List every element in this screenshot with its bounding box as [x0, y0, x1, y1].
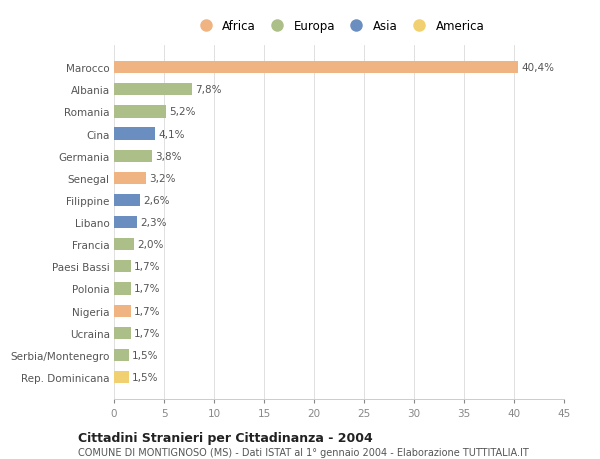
Bar: [114, 305, 131, 317]
Bar: [114, 128, 155, 140]
Text: 5,2%: 5,2%: [169, 107, 196, 117]
Text: 3,2%: 3,2%: [149, 174, 176, 184]
Bar: [114, 106, 166, 118]
Text: Cittadini Stranieri per Cittadinanza - 2004: Cittadini Stranieri per Cittadinanza - 2…: [78, 431, 373, 444]
Text: 1,7%: 1,7%: [134, 262, 161, 272]
Bar: [114, 261, 131, 273]
Text: 2,3%: 2,3%: [140, 218, 167, 228]
Text: 1,7%: 1,7%: [134, 284, 161, 294]
Text: 2,0%: 2,0%: [137, 240, 163, 250]
Bar: [114, 239, 134, 251]
Bar: [114, 217, 137, 229]
Bar: [114, 327, 131, 339]
Text: 7,8%: 7,8%: [195, 85, 221, 95]
Bar: [114, 150, 152, 162]
Legend: Africa, Europa, Asia, America: Africa, Europa, Asia, America: [190, 17, 488, 36]
Text: 2,6%: 2,6%: [143, 196, 170, 206]
Bar: [114, 349, 129, 361]
Bar: [114, 371, 129, 383]
Text: 1,5%: 1,5%: [132, 372, 158, 382]
Bar: [114, 195, 140, 207]
Bar: [114, 62, 518, 74]
Text: 4,1%: 4,1%: [158, 129, 185, 139]
Text: 1,7%: 1,7%: [134, 306, 161, 316]
Bar: [114, 84, 192, 96]
Text: 40,4%: 40,4%: [521, 63, 554, 73]
Text: COMUNE DI MONTIGNOSO (MS) - Dati ISTAT al 1° gennaio 2004 - Elaborazione TUTTITA: COMUNE DI MONTIGNOSO (MS) - Dati ISTAT a…: [78, 448, 529, 458]
Text: 3,8%: 3,8%: [155, 151, 182, 162]
Bar: [114, 283, 131, 295]
Bar: [114, 173, 146, 185]
Text: 1,7%: 1,7%: [134, 328, 161, 338]
Text: 1,5%: 1,5%: [132, 350, 158, 360]
